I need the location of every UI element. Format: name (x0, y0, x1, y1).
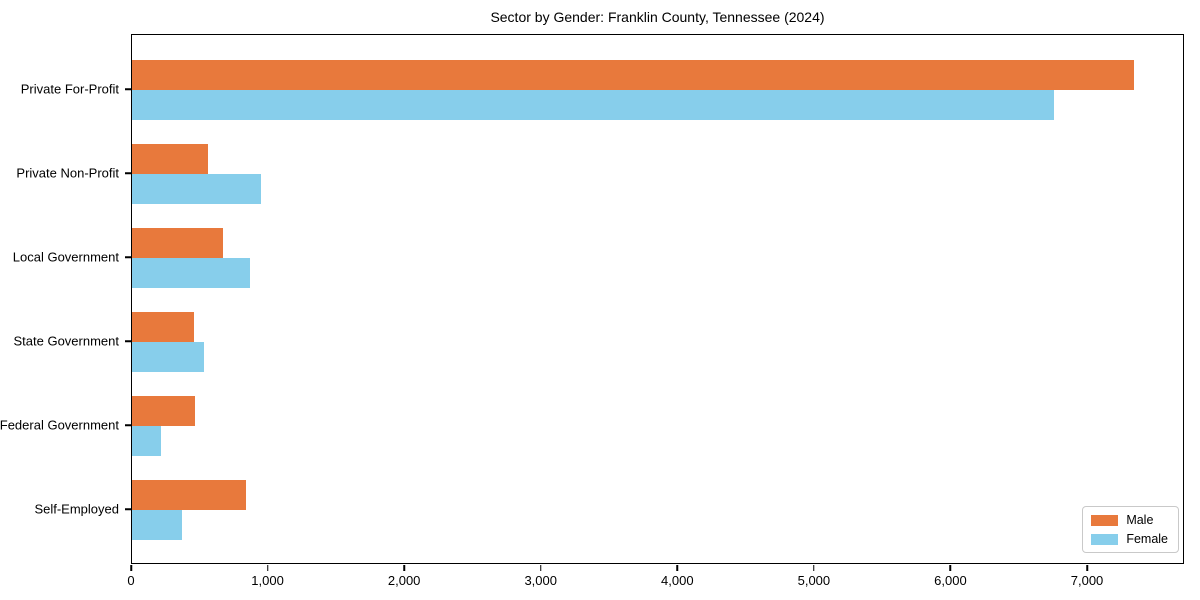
y-tick-label-self-employed: Self-Employed (34, 501, 119, 517)
bar-male-federal-government (132, 396, 195, 426)
bar-male-private-non-profit (132, 144, 208, 174)
x-tick-label-6000: 6,000 (934, 573, 967, 588)
x-tick-mark (1086, 565, 1088, 571)
x-tick-label-3000: 3,000 (524, 573, 557, 588)
x-tick-label-2000: 2,000 (387, 573, 421, 588)
y-tick-label-state-government: State Government (13, 333, 120, 349)
bar-female-self-employed (132, 510, 183, 540)
x-tick-label-7000: 7,000 (1070, 573, 1104, 588)
bar-female-private-for-profit (132, 90, 1055, 120)
bar-female-federal-government (132, 426, 161, 456)
legend-label-female: Female (1126, 532, 1168, 546)
male-swatch-icon (1091, 514, 1119, 526)
x-tick-label-1000: 1,000 (251, 573, 284, 588)
y-tick-mark (125, 340, 131, 342)
x-tick-mark (813, 565, 815, 571)
x-tick-mark (403, 565, 405, 571)
y-tick-label-local-government: Local Government (12, 249, 119, 265)
y-tick-mark (125, 172, 131, 174)
legend: Male Female (1082, 506, 1179, 553)
y-tick-mark (125, 508, 131, 510)
chart-title: Sector by Gender: Franklin County, Tenne… (490, 9, 825, 25)
y-tick-label-federal-government: Federal Government (0, 417, 119, 433)
legend-item-female: Female (1091, 532, 1168, 546)
legend-label-male: Male (1126, 513, 1154, 527)
y-tick-mark (125, 256, 131, 258)
y-tick-mark (125, 88, 131, 90)
y-axis: Private For-Profit Private Non-Profit Loca… (0, 34, 131, 564)
female-swatch-icon (1091, 533, 1119, 545)
x-tick-label-0: 0 (127, 573, 135, 588)
x-tick-mark (676, 565, 679, 571)
x-tick-mark (266, 565, 269, 571)
x-tick-mark (949, 565, 952, 571)
bar-male-self-employed (132, 480, 246, 510)
legend-item-male: Male (1091, 513, 1168, 527)
x-tick-mark (539, 565, 542, 571)
x-tick-label-5000: 5,000 (797, 573, 831, 588)
x-axis: 0 1,000 2,000 3,000 4,000 5,000 6,000 7,000 (127, 565, 1184, 595)
bar-female-private-non-profit (132, 174, 262, 204)
y-tick-label-private-non-profit: Private Non-Profit (16, 165, 119, 181)
x-tick-mark (130, 565, 132, 571)
y-tick-label-private-for-profit: Private For-Profit (20, 81, 119, 97)
x-tick-label-4000: 4,000 (661, 573, 694, 588)
bar-female-state-government (132, 342, 204, 372)
y-tick-mark (125, 424, 131, 426)
bar-male-local-government (132, 228, 223, 258)
bar-female-local-government (132, 258, 251, 288)
bar-male-state-government (132, 312, 195, 342)
plot-area: Male Female (131, 34, 1184, 564)
bar-male-private-for-profit (132, 60, 1134, 90)
